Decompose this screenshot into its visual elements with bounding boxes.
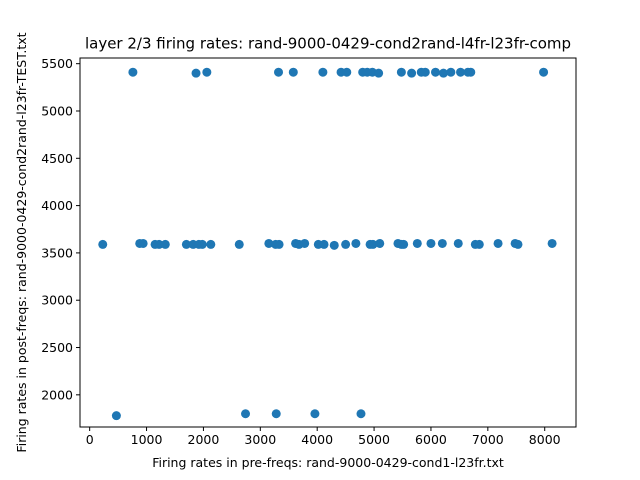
- x-tick-label: 1000: [131, 432, 163, 447]
- scatter-point: [138, 238, 148, 248]
- scatter-point: [329, 240, 339, 250]
- scatter-point: [310, 409, 320, 419]
- scatter-point: [274, 67, 284, 77]
- x-tick-label: 6000: [415, 432, 447, 447]
- scatter-point: [264, 238, 274, 248]
- scatter-point: [407, 68, 417, 78]
- scatter-point: [456, 67, 466, 77]
- scatter-point: [98, 239, 108, 249]
- scatter-point: [374, 68, 384, 78]
- y-tick-label: 2000: [41, 387, 73, 402]
- scatter-point: [547, 238, 557, 248]
- y-tick-label: 5000: [41, 103, 73, 118]
- scatter-point: [197, 239, 207, 249]
- x-tick-label: 3000: [244, 432, 276, 447]
- scatter-point: [318, 67, 328, 77]
- scatter-point: [356, 409, 366, 419]
- x-tick-label: 4000: [301, 432, 333, 447]
- scatter-point: [493, 238, 503, 248]
- y-tick-label: 4500: [41, 151, 73, 166]
- y-axis-ticks: 2000 2500 3000 3500 4000 4500 5000 5500: [41, 56, 80, 402]
- scatter-point: [128, 67, 138, 77]
- scatter-point: [420, 67, 430, 77]
- scatter-point: [288, 67, 298, 77]
- scatter-point: [181, 239, 191, 249]
- x-axis-label: Firing rates in pre-freqs: rand-9000-042…: [152, 455, 504, 470]
- scatter-point: [396, 67, 406, 77]
- scatter-point: [342, 67, 352, 77]
- scatter-point: [271, 409, 281, 419]
- y-axis-label: Firing rates in post-freqs: rand-9000-04…: [14, 32, 29, 452]
- x-tick-label: 2000: [188, 432, 220, 447]
- scatter-point: [300, 238, 310, 248]
- plot-area-frame: [79, 57, 577, 428]
- y-tick-label: 4000: [41, 198, 73, 213]
- x-tick-label: 7000: [472, 432, 504, 447]
- scatter-point: [466, 67, 476, 77]
- scatter-point: [437, 238, 447, 248]
- scatter-point: [202, 67, 212, 77]
- scatter-point: [274, 239, 284, 249]
- data-points: [98, 67, 557, 421]
- scatter-point: [375, 238, 385, 248]
- scatter-point: [474, 239, 484, 249]
- scatter-point: [234, 239, 244, 249]
- y-tick-label: 3500: [41, 245, 73, 260]
- scatter-point: [426, 238, 436, 248]
- x-tick-label: 8000: [529, 432, 561, 447]
- scatter-point: [438, 68, 448, 78]
- scatter-point: [412, 238, 422, 248]
- scatter-point: [241, 409, 251, 419]
- scatter-point: [453, 238, 463, 248]
- scatter-point: [431, 67, 441, 77]
- scatter-point: [368, 239, 378, 249]
- scatter-point: [539, 67, 549, 77]
- scatter-point: [341, 239, 351, 249]
- scatter-point: [351, 238, 361, 248]
- x-axis-ticks: 0 1000 2000 3000 4000 5000 6000 7000 8000: [86, 427, 561, 447]
- scatter-point: [513, 239, 523, 249]
- scatter-point: [111, 411, 121, 421]
- scatter-point: [154, 239, 164, 249]
- scatter-point: [160, 239, 170, 249]
- scatter-point: [206, 239, 216, 249]
- scatter-point: [191, 68, 201, 78]
- y-tick-label: 3000: [41, 293, 73, 308]
- x-tick-label: 5000: [358, 432, 390, 447]
- y-tick-label: 2500: [41, 340, 73, 355]
- scatter-point: [319, 239, 329, 249]
- y-tick-label: 5500: [41, 56, 73, 71]
- chart-title: layer 2/3 firing rates: rand-9000-0429-c…: [85, 35, 571, 53]
- scatter-point: [399, 239, 409, 249]
- scatter-point: [446, 67, 456, 77]
- x-tick-label: 0: [86, 432, 94, 447]
